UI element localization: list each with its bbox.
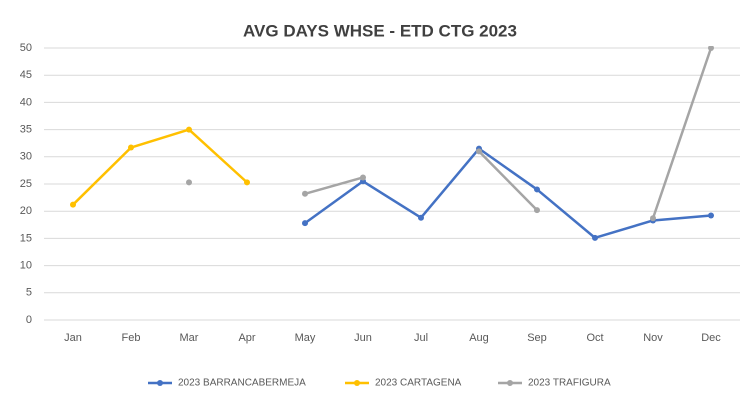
data-point <box>708 212 714 219</box>
data-point <box>70 201 76 208</box>
data-point <box>302 190 308 197</box>
data-point <box>360 174 366 181</box>
data-point <box>592 234 598 241</box>
legend-label: 2023 BARRANCABERMEJA <box>178 378 306 389</box>
x-tick-label: Jun <box>354 332 372 344</box>
series-line <box>72 128 248 206</box>
data-point <box>128 144 134 151</box>
y-tick-label: 10 <box>20 260 32 272</box>
data-point <box>534 207 540 214</box>
y-tick-label: 15 <box>20 232 32 244</box>
x-tick-label: Sep <box>527 332 547 344</box>
y-tick-label: 20 <box>20 205 32 217</box>
data-point <box>186 179 192 186</box>
y-tick-label: 0 <box>26 314 32 326</box>
y-tick-label: 50 <box>20 42 32 54</box>
x-tick-label: Mar <box>180 332 199 344</box>
data-point <box>302 220 308 227</box>
data-point <box>244 179 250 186</box>
y-tick-label: 45 <box>20 69 32 81</box>
data-point <box>650 215 656 222</box>
x-tick-label: Feb <box>122 332 141 344</box>
series-line <box>304 47 713 219</box>
y-tick-label: 30 <box>20 151 32 163</box>
data-point <box>476 148 482 155</box>
x-tick-label: Aug <box>469 332 489 344</box>
y-tick-label: 40 <box>20 96 32 108</box>
x-tick-label: Dec <box>701 332 721 344</box>
x-tick-label: Oct <box>586 332 603 344</box>
legend-marker <box>354 380 360 386</box>
legend-marker <box>157 380 163 386</box>
x-tick-label: Jan <box>64 332 82 344</box>
x-tick-label: Nov <box>643 332 663 344</box>
series-line <box>304 147 712 240</box>
data-point <box>534 186 540 193</box>
x-tick-label: May <box>295 332 316 344</box>
data-point <box>186 126 192 133</box>
y-tick-label: 5 <box>26 287 32 299</box>
y-tick-label: 25 <box>20 178 32 190</box>
legend-label: 2023 TRAFIGURA <box>528 378 611 389</box>
data-point <box>708 46 714 51</box>
data-point <box>418 214 424 221</box>
legend-marker <box>507 380 513 386</box>
chart-title: AVG DAYS WHSE - ETD CTG 2023 <box>243 21 517 40</box>
legend-label: 2023 CARTAGENA <box>375 378 462 389</box>
x-tick-label: Apr <box>238 332 255 344</box>
x-tick-label: Jul <box>414 332 428 344</box>
y-tick-label: 35 <box>20 124 32 136</box>
